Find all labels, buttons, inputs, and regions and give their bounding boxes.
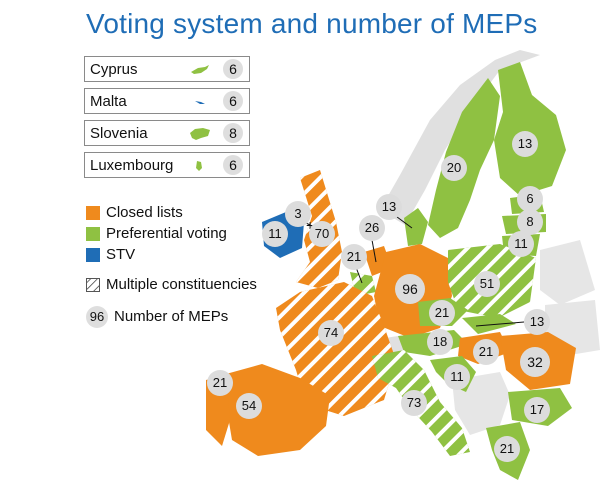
marker-greece: 21 xyxy=(494,436,520,462)
small-state-malta: Malta 6 xyxy=(84,88,250,114)
marker-ireland: 11 xyxy=(262,221,288,247)
small-state-meps: 6 xyxy=(223,155,243,175)
belarus-region xyxy=(540,240,595,305)
marker-sweden: 20 xyxy=(441,155,467,181)
preferential-swatch xyxy=(86,227,100,241)
marker-lithuania: 11 xyxy=(508,231,534,257)
marker-romania: 32 xyxy=(520,347,550,377)
legend-label: Closed lists xyxy=(106,204,183,221)
marker-bulgaria: 17 xyxy=(524,397,550,423)
small-state-name: Slovenia xyxy=(90,125,148,142)
marker-italy: 73 xyxy=(401,390,427,416)
legend-label: STV xyxy=(106,246,136,263)
legend-label: Multiple constituencies xyxy=(106,276,257,293)
legend-label: Number of MEPs xyxy=(114,308,229,325)
marker-spain: 54 xyxy=(236,393,262,419)
malta-shape-icon xyxy=(195,101,205,104)
hatch-swatch-icon xyxy=(86,278,100,292)
small-state-cyprus: Cyprus 6 xyxy=(84,56,250,82)
marker-great-britain: 70 xyxy=(309,221,335,247)
marker-northern-ireland: 3 xyxy=(285,201,311,227)
sweden-region xyxy=(428,78,500,238)
marker-netherlands: 26 xyxy=(359,215,385,241)
marker-finland: 13 xyxy=(512,131,538,157)
stv-swatch xyxy=(86,248,100,262)
small-state-name: Malta xyxy=(90,93,127,110)
legend-label: Preferential voting xyxy=(106,225,227,242)
slovenia-shape-icon xyxy=(190,128,210,140)
marker-portugal: 21 xyxy=(207,370,233,396)
small-state-meps: 6 xyxy=(223,91,243,111)
denmark-region xyxy=(404,208,428,246)
closed-lists-swatch xyxy=(86,206,100,220)
marker-belgium: 21 xyxy=(341,244,367,270)
marker-croatia: 11 xyxy=(444,364,470,390)
spain-region xyxy=(226,364,330,456)
finland-region xyxy=(494,62,566,196)
luxembourg-shape-icon xyxy=(196,161,202,171)
marker-czech-republic: 21 xyxy=(429,300,455,326)
small-state-meps: 8 xyxy=(223,123,243,143)
slovakia-region xyxy=(462,314,516,334)
cyprus-shape-icon xyxy=(191,65,209,74)
small-state-name: Luxembourg xyxy=(90,157,174,174)
number-sample-badge: 96 xyxy=(86,306,108,328)
svg-text:+: + xyxy=(306,217,314,233)
marker-latvia: 8 xyxy=(517,209,543,235)
marker-denmark: 13 xyxy=(376,194,402,220)
map-title: Voting system and number of MEPs xyxy=(86,8,538,39)
small-state-luxembourg: Luxembourg 6 xyxy=(84,152,250,178)
marker-germany: 96 xyxy=(395,274,425,304)
marker-hungary: 21 xyxy=(473,339,499,365)
marker-estonia: 6 xyxy=(517,186,543,212)
marker-austria: 18 xyxy=(427,329,453,355)
small-state-name: Cyprus xyxy=(90,61,138,78)
marker-france: 74 xyxy=(318,320,344,346)
small-state-meps: 6 xyxy=(223,59,243,79)
marker-slovakia: 13 xyxy=(524,309,550,335)
small-state-slovenia: Slovenia 8 xyxy=(84,120,250,146)
marker-poland: 51 xyxy=(474,271,500,297)
norway-region xyxy=(380,50,540,225)
